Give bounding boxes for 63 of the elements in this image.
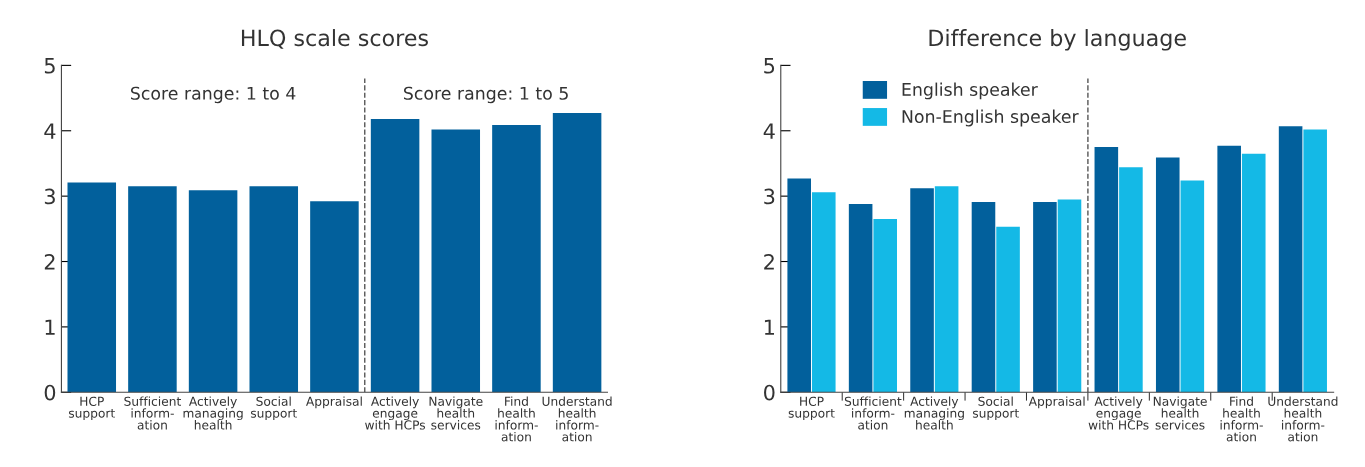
bar: [492, 124, 541, 393]
x-tick-label: Sufficient inform- ation: [844, 396, 902, 430]
bar: [431, 129, 481, 393]
x-tick-label: Appraisal: [1028, 396, 1085, 409]
x-tick-label: Appraisal: [306, 396, 362, 409]
bar: [934, 186, 959, 393]
annotation: Score range: 1 to 5: [403, 86, 568, 104]
bar: [1241, 153, 1266, 393]
y-tick-label: 2: [44, 253, 55, 270]
x-tick-label: Actively managing health: [904, 396, 964, 430]
x-tick-label: Navigate health services: [429, 396, 483, 430]
x-tick-label: Understand health inform- ation: [542, 396, 612, 442]
y-tick-label: 4: [763, 123, 775, 139]
x-tick-label: Find health inform- ation: [495, 396, 538, 442]
x-tick-label: Actively engage with HCPs: [365, 396, 426, 430]
y-tick-label: 0: [764, 384, 775, 401]
x-tick-label: Actively engage with HCPs: [1088, 396, 1149, 430]
bar: [188, 190, 238, 393]
x-tick-label: Sufficient inform- ation: [124, 396, 181, 430]
bar: [1155, 157, 1180, 393]
bar: [67, 182, 117, 393]
bar: [370, 118, 420, 393]
y-tick-label: 3: [44, 188, 55, 205]
y-tick-label: 0: [44, 384, 56, 401]
bar: [1278, 126, 1303, 393]
y-tick-label: 1: [45, 319, 55, 335]
bar: [996, 226, 1020, 393]
bar: [971, 202, 996, 393]
x-tick-label: HCP support: [68, 396, 115, 421]
bar: [811, 192, 836, 393]
x-tick-label: Social support: [250, 396, 297, 421]
x-tick-label: Find health inform- ation: [1220, 396, 1263, 442]
bar: [1057, 199, 1082, 393]
bar: [249, 186, 299, 393]
y-tick-label: 5: [44, 58, 55, 74]
x-tick-label: Social support: [972, 396, 1019, 421]
bar: [1217, 145, 1241, 393]
bar: [1033, 202, 1057, 393]
bar: [848, 203, 873, 393]
chart-title: HLQ scale scores: [241, 29, 428, 49]
annotation: Score range: 1 to 4: [130, 86, 296, 104]
x-tick-label: Navigate health services: [1153, 396, 1207, 430]
legend-label: English speaker: [902, 82, 1038, 100]
bar: [1180, 180, 1205, 393]
y-tick-label: 4: [44, 123, 56, 139]
chart-title: Difference by language: [929, 29, 1186, 51]
bar: [787, 178, 811, 393]
bar: [873, 219, 897, 393]
x-tick-label: Actively managing health: [183, 396, 243, 430]
y-tick-label: 3: [764, 188, 775, 205]
bar: [128, 186, 177, 393]
bar: [552, 113, 602, 393]
x-tick-label: Understand health inform- ation: [1268, 396, 1338, 442]
y-tick-label: 2: [764, 253, 774, 270]
bar: [1094, 147, 1119, 393]
bar: [1119, 167, 1143, 393]
y-tick-label: 1: [764, 319, 774, 335]
y-tick-label: 5: [764, 58, 775, 74]
bar: [310, 201, 359, 393]
bar: [1303, 129, 1327, 393]
legend-label: Non-English speaker: [902, 109, 1079, 127]
bar: [910, 188, 934, 393]
x-tick-label: HCP support: [788, 396, 835, 421]
